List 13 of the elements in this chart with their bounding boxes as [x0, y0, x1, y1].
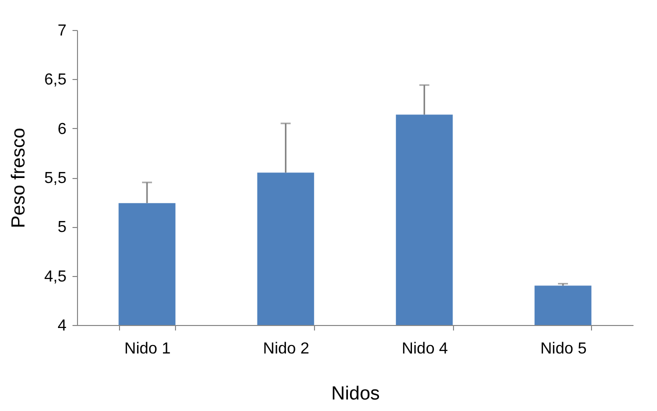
x-tick-label: Nido 2 [263, 340, 310, 358]
x-axis-title: Nidos [331, 384, 380, 404]
y-tick-label: 4,5 [44, 268, 67, 286]
x-tick-label: Nido 5 [540, 340, 587, 358]
x-tick-label: Nido 4 [402, 340, 448, 358]
y-axis-title: Peso fresco [8, 128, 30, 228]
y-tick-label: 7 [58, 22, 67, 40]
y-tick-label: 6,5 [44, 72, 67, 89]
y-tick-label: 5 [58, 219, 67, 236]
y-tick-label: 5,5 [44, 170, 67, 187]
y-tick-label: 6 [58, 120, 67, 138]
x-tick-label: Nido 1 [124, 340, 171, 358]
y-tick-label: 4 [58, 318, 67, 334]
